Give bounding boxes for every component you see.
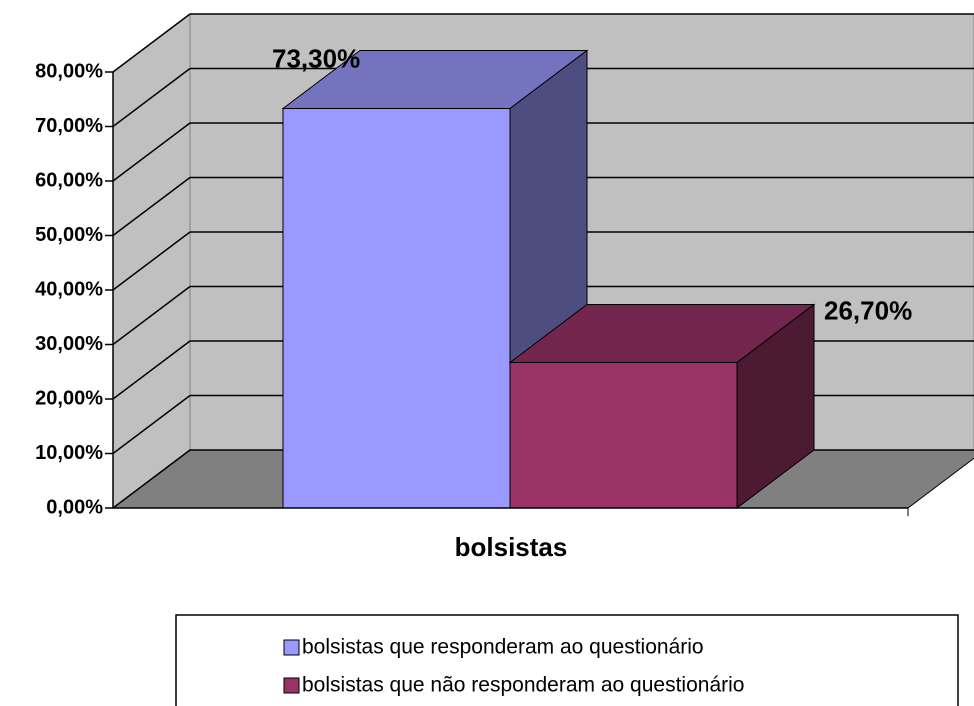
- y-tick-label: 60,00%: [35, 169, 103, 191]
- grid-line-side: [112, 13, 191, 73]
- grid-line-side: [112, 340, 191, 400]
- data-label: 73,30%: [272, 43, 360, 73]
- grid-line-side: [112, 67, 191, 128]
- legend: [175, 614, 959, 706]
- data-label: 26,70%: [824, 295, 912, 325]
- legend-label: bolsistas que responderam ao questionári…: [302, 636, 704, 659]
- grid-line-side: [112, 176, 191, 237]
- bars: [281, 49, 816, 510]
- y-tick-label: 0,00%: [46, 496, 103, 518]
- y-tick-label: 20,00%: [35, 387, 103, 409]
- bar: [509, 361, 738, 509]
- legend-swatch: [283, 677, 300, 694]
- y-tick-label: 30,00%: [35, 333, 103, 355]
- legend-items: bolsistas que responderam ao questionári…: [283, 636, 744, 697]
- bar: [282, 108, 511, 509]
- y-tick-label: 40,00%: [35, 278, 103, 300]
- y-tick-label: 50,00%: [35, 224, 103, 246]
- legend-swatch: [283, 639, 300, 656]
- legend-label: bolsistas que não responderam ao questio…: [302, 674, 744, 697]
- y-tick-label: 70,00%: [35, 115, 103, 137]
- grid-line-side: [112, 122, 191, 182]
- grid-line-side: [112, 231, 191, 291]
- grid-line-side: [112, 449, 191, 509]
- grid-line-side: [112, 285, 191, 346]
- grid-line-side: [112, 394, 191, 455]
- category-label: bolsistas: [455, 532, 568, 562]
- y-tick-label: 10,00%: [35, 442, 103, 464]
- y-tick-label: 80,00%: [35, 60, 103, 82]
